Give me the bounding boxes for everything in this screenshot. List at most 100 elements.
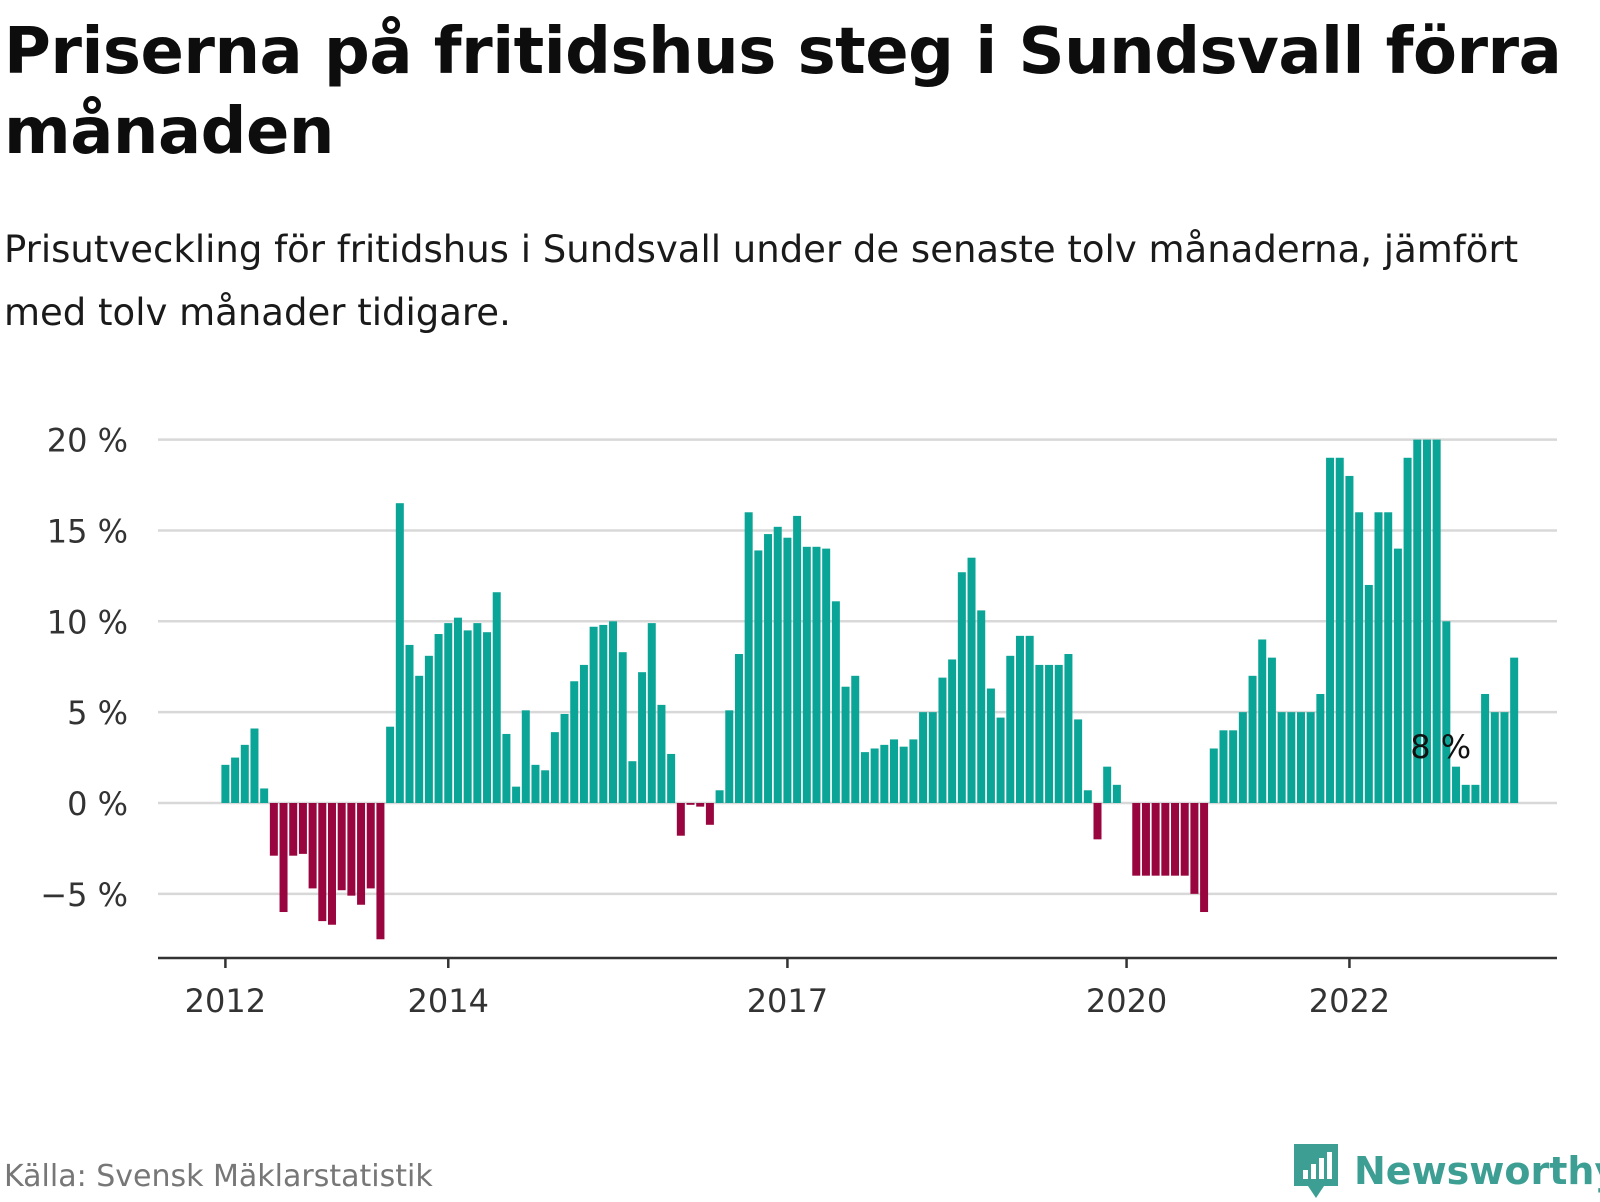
bar [938, 677, 947, 803]
bar [764, 534, 773, 803]
bar [1064, 654, 1073, 803]
bar [899, 746, 908, 803]
bar [773, 526, 782, 803]
bar [1452, 766, 1461, 803]
bar [725, 710, 734, 803]
bar [996, 717, 1005, 803]
bar [928, 712, 937, 803]
bar [1248, 675, 1257, 803]
bar [521, 710, 530, 803]
bar [1500, 712, 1509, 803]
bar [473, 623, 482, 803]
bar [1326, 457, 1335, 803]
bar [366, 803, 375, 889]
y-tick-label: 0 % [67, 785, 128, 823]
bar [657, 704, 666, 803]
bar [579, 664, 588, 803]
bar [541, 770, 550, 803]
bar [570, 681, 579, 803]
bar [609, 621, 617, 803]
bar [1461, 784, 1470, 803]
y-tick-label: 10 % [47, 603, 128, 641]
bar [1045, 664, 1054, 803]
bar [1171, 803, 1180, 876]
bar [1161, 803, 1170, 876]
bar [831, 601, 840, 803]
bar [240, 744, 249, 803]
bar [1074, 719, 1083, 803]
bar [327, 803, 336, 925]
bar [308, 803, 317, 889]
y-tick-label: 15 % [47, 512, 128, 550]
bar [1355, 512, 1364, 803]
y-axis-tick-labels: 20 % 15 % 10 % 5 % 0 % −5 % [40, 422, 128, 914]
chart-subtitle: Prisutveckling för fritidshus i Sundsval… [4, 228, 1519, 334]
bar [890, 739, 899, 803]
bar [1413, 439, 1422, 803]
brand-logo: Newsworthy [1290, 1140, 1600, 1202]
bar [415, 675, 424, 803]
bar [880, 744, 889, 803]
bar [512, 786, 521, 803]
bar [754, 550, 763, 803]
bar [1277, 712, 1286, 803]
bar [1287, 712, 1296, 803]
latest-value-label: 8 % [1410, 728, 1471, 766]
bar [686, 803, 695, 805]
bar [434, 634, 443, 803]
bar [676, 803, 685, 836]
bar [269, 803, 278, 856]
brand-name: Newsworthy [1354, 1149, 1600, 1193]
bar [1490, 712, 1499, 803]
bar [812, 546, 821, 803]
bar [599, 624, 608, 803]
bar [638, 672, 647, 803]
bar [1422, 439, 1431, 803]
bar [1093, 803, 1102, 840]
bar [1151, 803, 1160, 876]
bar [967, 557, 976, 803]
bar [289, 803, 298, 856]
source-note: Källa: Svensk Mäklarstatistik [4, 1159, 433, 1194]
bar [1442, 621, 1451, 803]
bar [1384, 512, 1393, 803]
bar [550, 732, 559, 803]
bar [628, 761, 637, 803]
chart-title: Priserna på fritidshus steg i Sundsvall … [4, 15, 1562, 169]
bar [347, 803, 356, 896]
bar [1141, 803, 1150, 876]
bar [705, 803, 714, 825]
bar [1345, 475, 1354, 803]
y-tick-label: 5 % [67, 694, 128, 732]
x-axis-tick-labels: 2012 2014 2017 2020 2022 [185, 982, 1390, 1020]
bar [1006, 655, 1015, 803]
bar [822, 548, 831, 803]
bar [802, 546, 811, 803]
bar [260, 788, 269, 803]
bar [1209, 748, 1218, 803]
bar [1481, 693, 1490, 803]
bar [1015, 635, 1024, 803]
bar [1471, 784, 1480, 803]
bar [1238, 712, 1247, 803]
bar [1035, 664, 1044, 803]
bar [1180, 803, 1189, 876]
bar [1229, 730, 1238, 803]
bars [221, 439, 1519, 940]
bar [1335, 457, 1344, 803]
bar [909, 739, 918, 803]
bar [793, 515, 802, 803]
bar [1258, 639, 1267, 803]
bar [298, 803, 307, 854]
bar [1054, 664, 1063, 803]
bar [1316, 693, 1325, 803]
bar [1403, 457, 1412, 803]
bar [1083, 790, 1092, 803]
bar [851, 675, 860, 803]
x-axis [158, 956, 1557, 968]
bar [1103, 766, 1112, 803]
x-tick-label: 2022 [1309, 982, 1390, 1020]
bar [560, 713, 569, 803]
bar [734, 654, 743, 803]
bar [948, 659, 957, 803]
